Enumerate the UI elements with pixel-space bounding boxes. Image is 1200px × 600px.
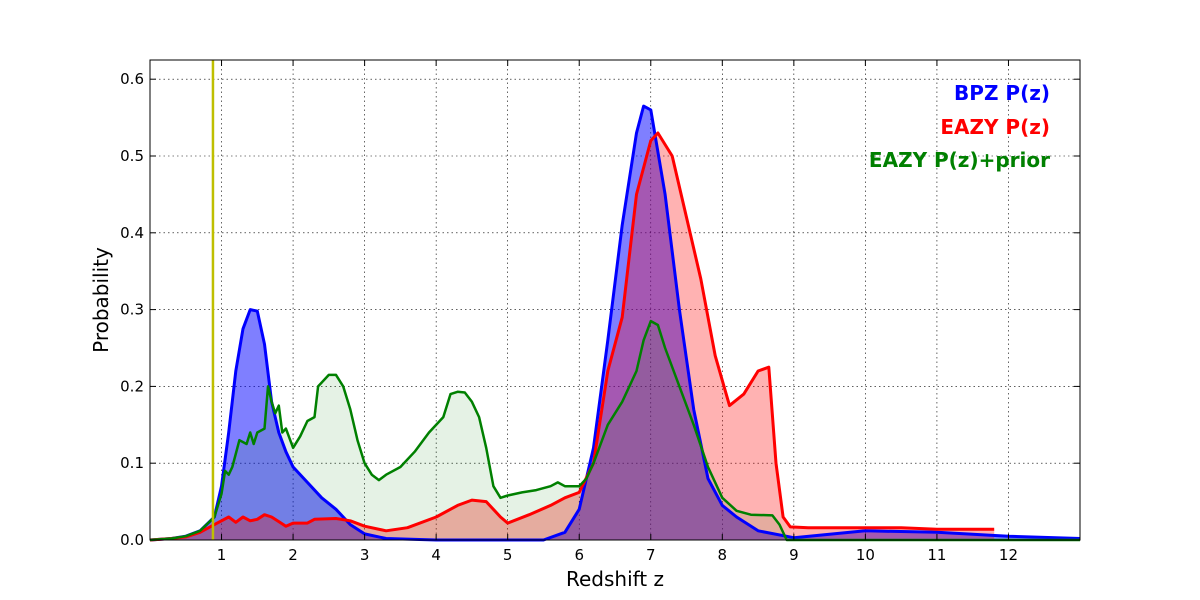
y-tick-label: 0.4 bbox=[120, 224, 144, 242]
x-tick-label: 3 bbox=[360, 546, 370, 564]
series-line-2 bbox=[149, 319, 1080, 542]
x-tick-label: 5 bbox=[503, 546, 513, 564]
x-tick-label: 7 bbox=[646, 546, 656, 564]
x-axis-label: Redshift z bbox=[566, 567, 664, 591]
y-tick-label: 0.0 bbox=[120, 531, 144, 549]
x-tick-label: 6 bbox=[574, 546, 584, 564]
plot-frame bbox=[149, 59, 1081, 541]
legend-item-eazy: EAZY P(z) bbox=[940, 115, 1050, 139]
y-axis-label: Probability bbox=[89, 247, 113, 353]
legend-item-bpz: BPZ P(z) bbox=[954, 81, 1050, 105]
x-tick-label: 1 bbox=[217, 546, 227, 564]
y-tick-label: 0.1 bbox=[120, 454, 144, 472]
x-tick-label: 4 bbox=[431, 546, 441, 564]
y-tick-label: 0.5 bbox=[120, 147, 144, 165]
x-tick-label: 2 bbox=[288, 546, 298, 564]
x-tick-label: 10 bbox=[856, 546, 875, 564]
series-line-0 bbox=[149, 104, 1081, 542]
series-fill-2 bbox=[150, 321, 1080, 540]
x-tick-label: 8 bbox=[718, 546, 728, 564]
series-line-1 bbox=[149, 131, 995, 542]
x-tick-label: 11 bbox=[927, 546, 946, 564]
plot-area: 1 2 3 4 5 6 7 8 9 10 11 120.00.10.20.30.40.50.6 bbox=[120, 59, 1081, 564]
y-tick-label: 0.2 bbox=[120, 377, 144, 395]
y-tick-label: 0.3 bbox=[120, 301, 144, 319]
x-tick-label: 9 bbox=[789, 546, 799, 564]
series-fill-0 bbox=[150, 106, 1080, 540]
y-tick-label: 0.6 bbox=[120, 70, 144, 88]
x-tick-label: 12 bbox=[999, 546, 1018, 564]
legend-item-eazy-prior: EAZY P(z)+prior bbox=[869, 148, 1050, 172]
